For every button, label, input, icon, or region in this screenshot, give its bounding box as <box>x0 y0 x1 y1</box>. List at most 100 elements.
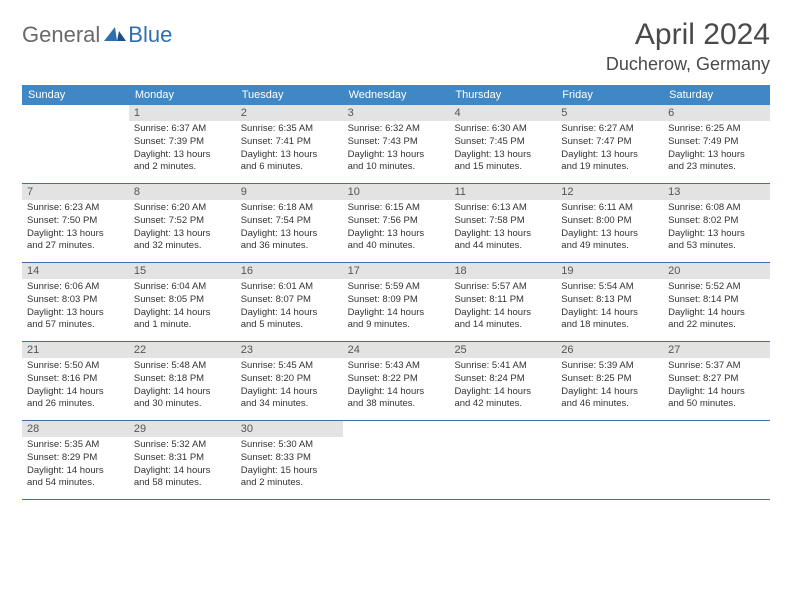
detail-line: Sunrise: 6:20 AM <box>134 202 231 215</box>
day-number: 11 <box>449 184 556 200</box>
detail-line: Sunset: 7:54 PM <box>241 215 338 228</box>
week-row: 21Sunrise: 5:50 AMSunset: 8:16 PMDayligh… <box>22 342 770 421</box>
detail-line: and 53 minutes. <box>668 240 765 253</box>
detail-line: Sunrise: 6:18 AM <box>241 202 338 215</box>
day-cell: 21Sunrise: 5:50 AMSunset: 8:16 PMDayligh… <box>22 342 129 420</box>
day-cell <box>343 421 450 499</box>
day-details: Sunrise: 5:54 AMSunset: 8:13 PMDaylight:… <box>556 279 663 336</box>
day-number: 9 <box>236 184 343 200</box>
day-details: Sunrise: 6:13 AMSunset: 7:58 PMDaylight:… <box>449 200 556 257</box>
day-number: 16 <box>236 263 343 279</box>
detail-line: and 58 minutes. <box>134 477 231 490</box>
day-number: 26 <box>556 342 663 358</box>
calendar-grid: Sunday Monday Tuesday Wednesday Thursday… <box>22 85 770 500</box>
day-number: 6 <box>663 105 770 121</box>
weekday-header: Sunday <box>22 85 129 105</box>
logo-mark-icon <box>104 24 126 47</box>
day-details: Sunrise: 6:32 AMSunset: 7:43 PMDaylight:… <box>343 121 450 178</box>
day-cell <box>22 105 129 183</box>
weekday-header: Wednesday <box>343 85 450 105</box>
detail-line: Sunset: 8:22 PM <box>348 373 445 386</box>
detail-line: Sunset: 8:20 PM <box>241 373 338 386</box>
detail-line: and 14 minutes. <box>454 319 551 332</box>
day-details: Sunrise: 5:50 AMSunset: 8:16 PMDaylight:… <box>22 358 129 415</box>
detail-line: and 5 minutes. <box>241 319 338 332</box>
day-cell: 14Sunrise: 6:06 AMSunset: 8:03 PMDayligh… <box>22 263 129 341</box>
month-title: April 2024 <box>606 18 770 52</box>
day-number: 22 <box>129 342 236 358</box>
detail-line: Daylight: 14 hours <box>134 386 231 399</box>
detail-line: Sunrise: 5:30 AM <box>241 439 338 452</box>
day-details: Sunrise: 6:04 AMSunset: 8:05 PMDaylight:… <box>129 279 236 336</box>
detail-line: Sunset: 7:49 PM <box>668 136 765 149</box>
detail-line: and 26 minutes. <box>27 398 124 411</box>
detail-line: Daylight: 13 hours <box>27 228 124 241</box>
detail-line: Sunset: 7:56 PM <box>348 215 445 228</box>
day-number: 29 <box>129 421 236 437</box>
detail-line: Daylight: 14 hours <box>134 307 231 320</box>
detail-line: and 9 minutes. <box>348 319 445 332</box>
detail-line: Sunset: 8:00 PM <box>561 215 658 228</box>
day-details: Sunrise: 5:43 AMSunset: 8:22 PMDaylight:… <box>343 358 450 415</box>
day-details: Sunrise: 5:30 AMSunset: 8:33 PMDaylight:… <box>236 437 343 494</box>
day-number: 20 <box>663 263 770 279</box>
detail-line: and 38 minutes. <box>348 398 445 411</box>
detail-line: Sunset: 8:24 PM <box>454 373 551 386</box>
detail-line: Daylight: 13 hours <box>561 149 658 162</box>
day-number: 1 <box>129 105 236 121</box>
detail-line: Sunrise: 5:39 AM <box>561 360 658 373</box>
day-details: Sunrise: 6:37 AMSunset: 7:39 PMDaylight:… <box>129 121 236 178</box>
day-number: 4 <box>449 105 556 121</box>
detail-line: Sunset: 7:58 PM <box>454 215 551 228</box>
detail-line: Sunset: 8:02 PM <box>668 215 765 228</box>
day-number: 3 <box>343 105 450 121</box>
day-details: Sunrise: 5:39 AMSunset: 8:25 PMDaylight:… <box>556 358 663 415</box>
detail-line: Daylight: 14 hours <box>668 307 765 320</box>
detail-line: and 27 minutes. <box>27 240 124 253</box>
detail-line: Sunset: 8:31 PM <box>134 452 231 465</box>
detail-line: and 50 minutes. <box>668 398 765 411</box>
detail-line: and 30 minutes. <box>134 398 231 411</box>
day-cell <box>449 421 556 499</box>
day-details: Sunrise: 6:01 AMSunset: 8:07 PMDaylight:… <box>236 279 343 336</box>
day-cell: 12Sunrise: 6:11 AMSunset: 8:00 PMDayligh… <box>556 184 663 262</box>
day-details: Sunrise: 6:08 AMSunset: 8:02 PMDaylight:… <box>663 200 770 257</box>
detail-line: Daylight: 13 hours <box>561 228 658 241</box>
day-number: 21 <box>22 342 129 358</box>
day-cell: 17Sunrise: 5:59 AMSunset: 8:09 PMDayligh… <box>343 263 450 341</box>
detail-line: Daylight: 13 hours <box>454 228 551 241</box>
detail-line: Sunrise: 6:23 AM <box>27 202 124 215</box>
day-details: Sunrise: 6:25 AMSunset: 7:49 PMDaylight:… <box>663 121 770 178</box>
detail-line: Sunrise: 5:37 AM <box>668 360 765 373</box>
detail-line: Daylight: 13 hours <box>27 307 124 320</box>
day-cell: 7Sunrise: 6:23 AMSunset: 7:50 PMDaylight… <box>22 184 129 262</box>
logo-text-blue: Blue <box>128 22 172 48</box>
day-cell: 27Sunrise: 5:37 AMSunset: 8:27 PMDayligh… <box>663 342 770 420</box>
detail-line: Sunset: 8:18 PM <box>134 373 231 386</box>
day-details: Sunrise: 6:11 AMSunset: 8:00 PMDaylight:… <box>556 200 663 257</box>
detail-line: Sunset: 8:05 PM <box>134 294 231 307</box>
detail-line: Daylight: 14 hours <box>134 465 231 478</box>
detail-line: and 32 minutes. <box>134 240 231 253</box>
day-cell: 23Sunrise: 5:45 AMSunset: 8:20 PMDayligh… <box>236 342 343 420</box>
detail-line: Sunrise: 5:45 AM <box>241 360 338 373</box>
detail-line: Daylight: 14 hours <box>348 307 445 320</box>
day-details: Sunrise: 6:23 AMSunset: 7:50 PMDaylight:… <box>22 200 129 257</box>
day-number: 30 <box>236 421 343 437</box>
detail-line: Sunset: 7:52 PM <box>134 215 231 228</box>
detail-line: and 2 minutes. <box>134 161 231 174</box>
detail-line: Daylight: 14 hours <box>348 386 445 399</box>
detail-line: Sunrise: 5:57 AM <box>454 281 551 294</box>
detail-line: and 19 minutes. <box>561 161 658 174</box>
detail-line: Sunset: 8:13 PM <box>561 294 658 307</box>
day-details: Sunrise: 5:41 AMSunset: 8:24 PMDaylight:… <box>449 358 556 415</box>
detail-line: and 57 minutes. <box>27 319 124 332</box>
detail-line: Sunrise: 6:37 AM <box>134 123 231 136</box>
detail-line: and 1 minute. <box>134 319 231 332</box>
day-details: Sunrise: 5:37 AMSunset: 8:27 PMDaylight:… <box>663 358 770 415</box>
day-number: 27 <box>663 342 770 358</box>
logo-text-general: General <box>22 22 100 48</box>
detail-line: Sunset: 8:07 PM <box>241 294 338 307</box>
day-number: 5 <box>556 105 663 121</box>
detail-line: Daylight: 14 hours <box>454 386 551 399</box>
